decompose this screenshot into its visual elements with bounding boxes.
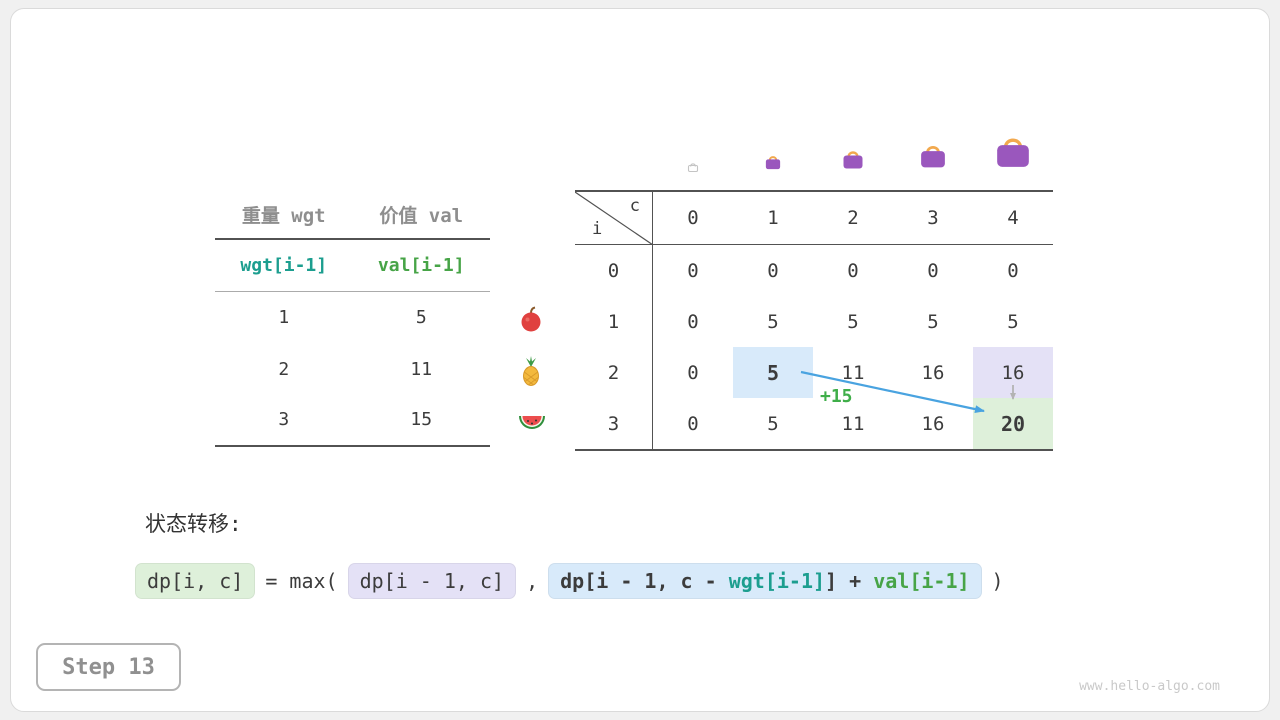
item-row-2: 2 11: [215, 344, 490, 396]
state-transition-formula: dp[i, c] = max( dp[i - 1, c] , dp[i - 1,…: [135, 559, 1004, 603]
formula-close-paren: ): [991, 569, 1004, 593]
bag-large-icon: [918, 139, 948, 176]
step-badge: Step 13: [36, 643, 181, 691]
dp-cell-1-2: 5: [847, 310, 859, 333]
dp-cell-2-0: 0: [687, 361, 699, 384]
dp-table: c i 0 1 2 3 4 0 0 0 0 0 0 1 0 5 5 5 5 2 …: [575, 190, 1053, 451]
dp-col-header-3: 3: [893, 192, 973, 245]
pineapple-icon: [517, 355, 545, 387]
items-table: 重量 wgt 价值 val wgt[i-1] val[i-1] 1 5 2 11…: [215, 190, 490, 447]
dp-row-header-3: 3: [575, 398, 653, 449]
val-var-label: val[i-1]: [377, 255, 465, 276]
dp-cell-1-1: 5: [767, 310, 779, 333]
dp-cell-0-4: 0: [1007, 259, 1019, 282]
dp-cell-3-1: 5: [767, 412, 779, 435]
corner-diagonal-line: [575, 192, 653, 245]
dp-col-header-0: 0: [653, 192, 733, 245]
item-1-weight: 1: [278, 307, 290, 329]
formula-arg2: dp[i - 1, c - wgt[i-1]] + val[i-1]: [548, 563, 982, 599]
dp-row-header-0: 0: [575, 245, 653, 296]
dp-row-header-2: 2: [575, 347, 653, 398]
bag-xlarge-icon: [993, 130, 1033, 176]
corner-col-var-label: c: [629, 196, 640, 216]
formula-eq-max: = max(: [265, 569, 338, 593]
bag-medium-icon: [841, 146, 865, 176]
dp-cell-0-2: 0: [847, 259, 859, 282]
dp-cell-2-3: 16: [921, 361, 945, 384]
dp-cell-1-4: 5: [1007, 310, 1019, 333]
corner-row-var-label: i: [592, 219, 603, 239]
dp-cell-1-3: 5: [927, 310, 939, 333]
formula-arg2-val: val[i-1]: [873, 569, 970, 593]
site-watermark: www.hello-algo.com: [1079, 679, 1220, 694]
dp-cell-2-4-above-highlight: 16: [973, 347, 1053, 398]
dp-cell-3-0: 0: [687, 412, 699, 435]
dp-cell-1-0: 0: [687, 310, 699, 333]
dp-cell-0-1: 0: [767, 259, 779, 282]
formula-arg2-part3: ] +: [825, 569, 874, 593]
items-table-var-row: wgt[i-1] val[i-1]: [215, 240, 490, 292]
formula-arg2-part1: dp[i - 1, c -: [560, 569, 729, 593]
formula-label: 状态转移:: [145, 512, 242, 536]
dp-cell-3-2: 11: [841, 412, 865, 435]
item-2-value: 11: [410, 358, 433, 380]
value-add-annotation: +15: [820, 386, 853, 407]
item-2-weight: 2: [278, 358, 290, 380]
item-1-value: 5: [415, 307, 427, 329]
item-3-value: 15: [410, 409, 433, 431]
dp-row-header-1: 1: [575, 296, 653, 347]
wgt-var-label: wgt[i-1]: [240, 255, 328, 276]
formula-arg1: dp[i - 1, c]: [347, 563, 517, 599]
bag-outline-icon: [687, 159, 699, 178]
dp-cell-3-4-result-highlight: 20: [973, 398, 1053, 449]
dp-cell-2-1-source-highlight: 5: [733, 347, 813, 398]
dp-col-header-2: 2: [813, 192, 893, 245]
item-row-3: 3 15: [215, 395, 490, 447]
watermelon-icon: [517, 409, 547, 433]
bag-small-icon: [764, 152, 782, 176]
dp-corner-cell: c i: [575, 192, 653, 245]
item-3-weight: 3: [278, 409, 290, 431]
apple-icon: [517, 305, 545, 333]
dp-cell-3-3: 16: [921, 412, 945, 435]
dp-col-header-4: 4: [973, 192, 1053, 245]
dp-cell-0-0: 0: [687, 259, 699, 282]
dp-cell-0-3: 0: [927, 259, 939, 282]
formula-arg2-wgt: wgt[i-1]: [728, 569, 826, 593]
weight-column-header: 重量 wgt: [241, 204, 326, 227]
value-column-header: 价值 val: [379, 204, 464, 227]
items-table-header: 重量 wgt 价值 val: [215, 190, 490, 240]
formula-comma: ,: [526, 569, 539, 593]
dp-col-header-1: 1: [733, 192, 813, 245]
formula-lhs: dp[i, c]: [135, 563, 256, 599]
item-row-1: 1 5: [215, 292, 490, 344]
